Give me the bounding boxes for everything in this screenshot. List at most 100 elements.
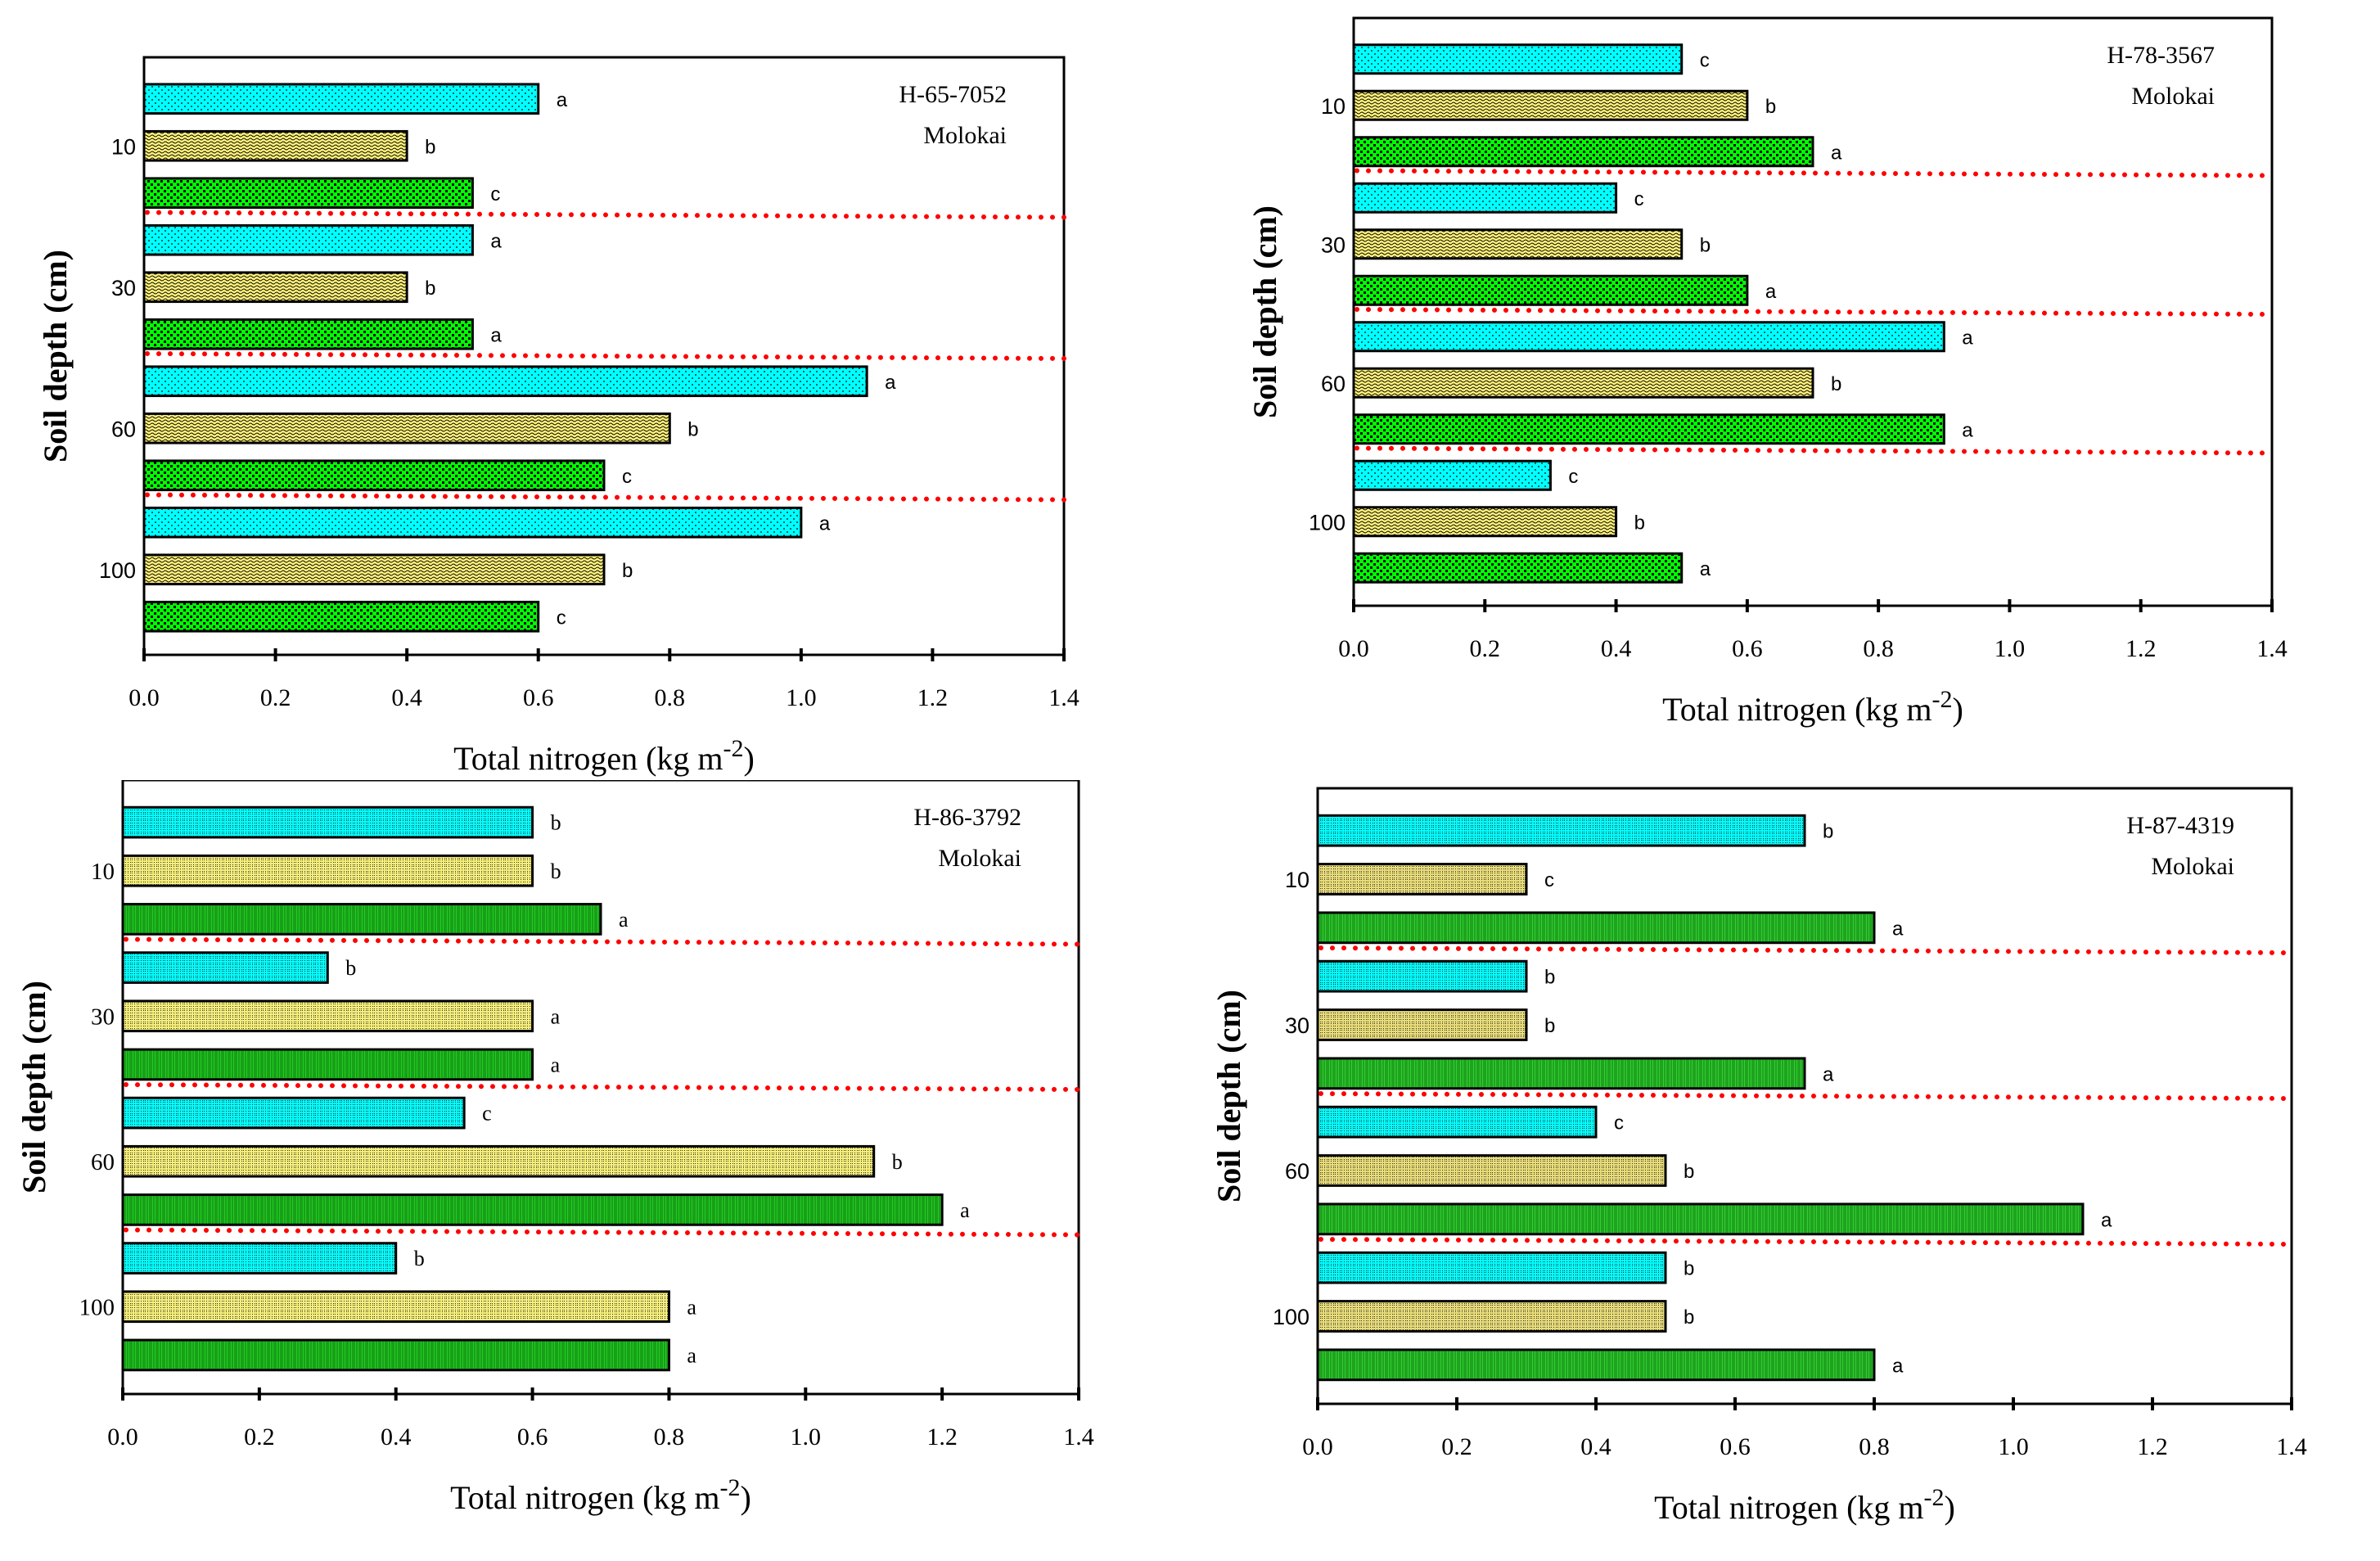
y-axis-title: Soil depth (cm) xyxy=(1246,205,1283,418)
significance-label: b xyxy=(1823,821,1833,843)
bar-60cm-yellow xyxy=(121,1144,876,1178)
bar-30cm-cyan xyxy=(142,223,474,256)
y-tick-label: 10 xyxy=(111,134,136,159)
x-tick-label: 1.0 xyxy=(791,1423,822,1450)
significance-label: a xyxy=(960,1198,970,1222)
bar-10cm-cyan xyxy=(1352,43,1684,75)
significance-label: a xyxy=(551,1053,561,1076)
x-axis-title: Total nitrogen (kg m-2) xyxy=(1662,686,1963,728)
y-tick-label: 100 xyxy=(1273,1305,1309,1329)
significance-label: c xyxy=(622,466,632,488)
y-tick-label: 60 xyxy=(1321,372,1346,396)
bar-10cm-yellow xyxy=(1316,863,1528,896)
bar-30cm-green xyxy=(1316,1057,1806,1090)
y-tick-label: 10 xyxy=(1321,94,1346,119)
plot-frame xyxy=(1352,16,2274,607)
bar-30cm-green xyxy=(121,1048,534,1081)
bar-10cm-cyan xyxy=(121,805,534,839)
significance-label: a xyxy=(551,1004,561,1028)
significance-label: b xyxy=(1765,96,1776,118)
bar-100cm-yellow xyxy=(1352,506,1618,538)
bar-30cm-yellow xyxy=(142,271,408,304)
chart-svg: b c a 10 b b a 30 c b a 60 b b a 100 0.0 0.2 0.4 0.6 0.8 1.0 1… xyxy=(1210,787,2307,1526)
y-tick-label: 30 xyxy=(1285,1013,1309,1038)
plot-frame xyxy=(1316,787,2293,1405)
x-tick-label: 0.8 xyxy=(654,1423,685,1450)
chart-panel-h-87-4319: b c a 10 b b a 30 c b a 60 b b a 100 0.0 0.2 0.4 0.6 0.8 1.0 1… xyxy=(1190,780,2380,1561)
y-tick-label: 30 xyxy=(91,1004,115,1030)
bar-60cm-yellow xyxy=(142,412,671,444)
x-tick-label: 1.2 xyxy=(917,684,949,711)
x-tick-label: 1.2 xyxy=(2125,635,2157,662)
y-tick-label: 100 xyxy=(79,1294,115,1320)
x-tick-label: 1.4 xyxy=(2276,1433,2307,1460)
bar-100cm-green xyxy=(1316,1348,1876,1382)
bar-100cm-yellow xyxy=(121,1290,670,1324)
bar-60cm-green xyxy=(1352,413,1945,445)
chart-svg: a b c 10 a b a 30 a b c 60 a b c 100 0.0 0.2 0.4 0.6 0.8 1.0 1… xyxy=(37,56,1080,777)
x-tick-label: 1.4 xyxy=(1048,684,1080,711)
chart-svg: c b a 10 c b a 30 a b a 60 c b a 100 0.0 0.2 0.4 0.6 0.8 1.0 1… xyxy=(1246,16,2288,728)
x-tick-label: 0.6 xyxy=(523,684,554,711)
x-tick-label: 0.4 xyxy=(1601,635,1632,662)
x-tick-label: 0.0 xyxy=(128,684,160,711)
bar-100cm-yellow xyxy=(142,553,606,586)
depth-separator-line xyxy=(145,492,1066,503)
bar-100cm-cyan xyxy=(121,1242,398,1275)
significance-label: b xyxy=(414,1247,425,1270)
x-axis-title: Total nitrogen (kg m-2) xyxy=(450,1474,751,1516)
x-tick-label: 0.0 xyxy=(107,1423,138,1450)
x-tick-label: 1.2 xyxy=(926,1423,958,1450)
y-tick-label: 100 xyxy=(1309,510,1346,535)
y-tick-label: 60 xyxy=(111,417,136,441)
y-axis-title: Soil depth (cm) xyxy=(1210,990,1247,1202)
bar-60cm-yellow xyxy=(1316,1154,1667,1187)
y-tick-label: 30 xyxy=(1321,232,1346,257)
bar-10cm-yellow xyxy=(121,854,534,887)
x-tick-label: 0.4 xyxy=(391,684,422,711)
chart-panel-h-78-3567: c b a 10 c b a 30 a b a 60 c b a 100 0.0 0.2 0.4 0.6 0.8 1.0 1… xyxy=(1190,0,2380,780)
bar-10cm-cyan xyxy=(142,83,540,115)
significance-label: a xyxy=(619,908,629,932)
significance-label: c xyxy=(482,1102,492,1126)
bar-60cm-green xyxy=(1316,1202,2085,1236)
bar-100cm-green xyxy=(142,600,540,633)
significance-label: c xyxy=(490,183,500,205)
depth-separator-line xyxy=(1355,168,2274,178)
bar-30cm-cyan xyxy=(121,951,329,984)
significance-label: a xyxy=(885,372,896,394)
y-tick-label: 60 xyxy=(1285,1159,1309,1184)
bar-60cm-cyan xyxy=(1352,321,1945,353)
significance-label: c xyxy=(1700,49,1710,71)
significance-label: b xyxy=(551,811,561,835)
bar-10cm-yellow xyxy=(142,129,408,162)
bar-100cm-green xyxy=(1352,552,1684,584)
y-tick-label: 100 xyxy=(99,558,136,583)
depth-separator-line xyxy=(124,1082,1081,1092)
significance-label: b xyxy=(1634,512,1645,534)
significance-label: b xyxy=(687,418,698,440)
significance-label: a xyxy=(1700,558,1711,580)
x-tick-label: 1.0 xyxy=(1998,1433,2029,1460)
y-tick-label: 60 xyxy=(91,1149,115,1175)
bar-100cm-cyan xyxy=(1352,459,1552,491)
bar-100cm-cyan xyxy=(1316,1251,1667,1284)
significance-label: a xyxy=(557,89,568,111)
depth-separator-line xyxy=(1318,1091,2294,1101)
bar-10cm-green xyxy=(1352,136,1814,168)
bar-30cm-green xyxy=(142,318,474,350)
bar-60cm-cyan xyxy=(121,1096,466,1130)
depth-separator-line xyxy=(1318,945,2294,955)
x-tick-label: 0.4 xyxy=(381,1423,412,1450)
significance-label: c xyxy=(557,607,566,629)
significance-label: c xyxy=(1634,188,1644,210)
depth-separator-line xyxy=(145,210,1066,220)
plot-frame xyxy=(121,780,1080,1396)
x-tick-label: 0.8 xyxy=(655,684,686,711)
cultivar-label: H-78-3567 xyxy=(2107,42,2215,69)
bar-10cm-yellow xyxy=(1352,89,1749,121)
x-tick-label: 0.0 xyxy=(1338,635,1369,662)
significance-label: a xyxy=(1962,419,1973,441)
significance-label: b xyxy=(425,277,435,300)
